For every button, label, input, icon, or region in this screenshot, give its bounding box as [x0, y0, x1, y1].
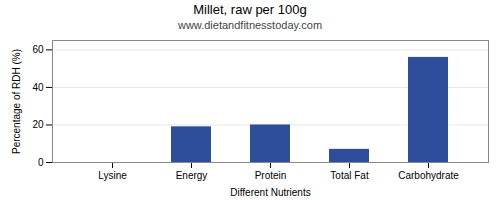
svg-text:40: 40 — [32, 82, 44, 93]
svg-text:Lysine: Lysine — [98, 170, 127, 181]
html-text:www.dietandfitnesstoday.com: www.dietandfitnesstoday.com — [178, 19, 322, 31]
svg-text:Percentage of RDH (%): Percentage of RDH (%) — [11, 49, 22, 154]
svg-text:Total Fat: Total Fat — [330, 170, 369, 181]
svg-text:0: 0 — [38, 157, 44, 168]
svg-text:Protein: Protein — [255, 170, 287, 181]
svg-text:20: 20 — [32, 119, 44, 130]
svg-text:60: 60 — [32, 44, 44, 55]
svg-text:Energy: Energy — [176, 170, 208, 181]
html-text:Millet, raw per 100g: Millet, raw per 100g — [193, 2, 307, 17]
svg-text:Different Nutrients: Different Nutrients — [230, 187, 310, 198]
svg-text:Carbohydrate: Carbohydrate — [398, 170, 459, 181]
